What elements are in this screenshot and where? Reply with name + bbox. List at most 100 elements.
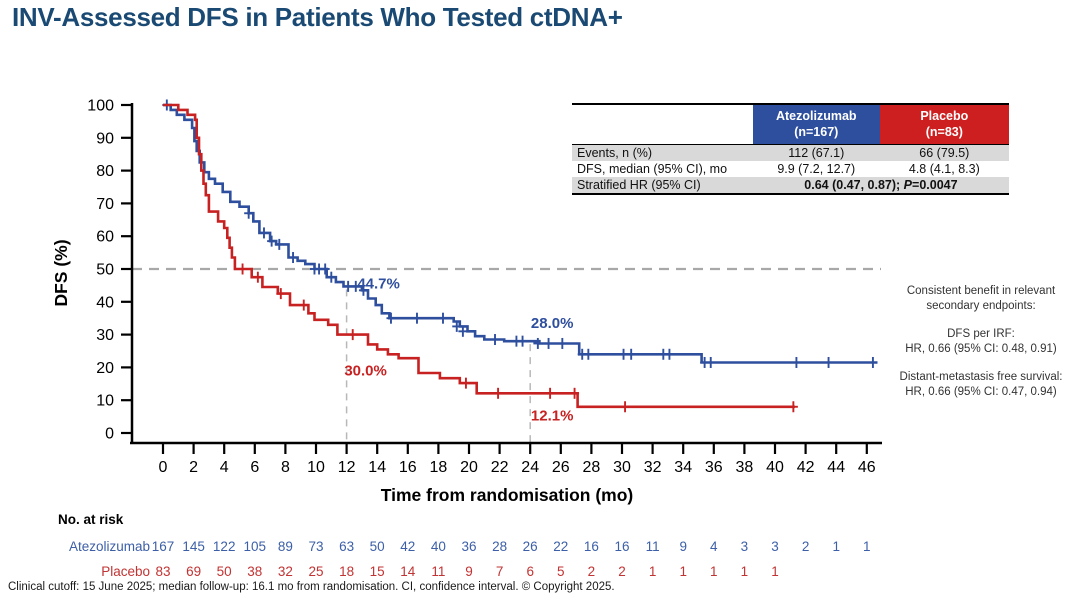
x-axis-title: Time from randomisation (mo) bbox=[381, 485, 633, 505]
dfs-per-irf-value: HR, 0.66 (95% CI: 0.48, 0.91) bbox=[905, 342, 1057, 355]
x-tick-label: 2 bbox=[189, 459, 198, 476]
dmfs-note: Distant-metastasis free survival: HR, 0.… bbox=[884, 370, 1078, 400]
at-risk-count: 22 bbox=[553, 539, 568, 554]
x-tick-label: 42 bbox=[797, 459, 815, 476]
table-row-dfs-median: DFS, median (95% CI), mo 9.9 (7.2, 12.7)… bbox=[572, 161, 1009, 177]
atezolizumab-arm-n: (n=167) bbox=[794, 124, 839, 139]
events-placebo-value: 66 (79.5) bbox=[879, 144, 1009, 162]
y-tick-label: 40 bbox=[96, 294, 114, 311]
secondary-endpoints-heading: Consistent benefit in relevant secondary… bbox=[906, 285, 1056, 312]
at-risk-count: 11 bbox=[646, 539, 660, 554]
dmfs-title: Distant-metastasis free survival: bbox=[899, 370, 1063, 383]
dmfs-value: HR, 0.66 (95% CI: 0.47, 0.94) bbox=[905, 385, 1057, 398]
at-risk-count: 3 bbox=[741, 539, 749, 554]
x-tick-label: 40 bbox=[766, 459, 784, 476]
at-risk-count: 50 bbox=[370, 539, 385, 554]
at-risk-count: 89 bbox=[278, 539, 293, 554]
at-risk-count: 145 bbox=[182, 539, 205, 554]
landmark-label-28.0%: 28.0% bbox=[531, 315, 574, 332]
at-risk-count: 122 bbox=[213, 539, 236, 554]
landmark-label-30.0%: 30.0% bbox=[344, 363, 387, 380]
hr-p-label: P bbox=[903, 178, 913, 193]
x-tick-label: 28 bbox=[583, 459, 601, 476]
x-tick-label: 36 bbox=[705, 459, 723, 476]
x-tick-label: 24 bbox=[521, 459, 539, 476]
at-risk-count: 167 bbox=[152, 539, 175, 554]
at-risk-count: 18 bbox=[339, 564, 354, 579]
at-risk-count: 50 bbox=[217, 564, 232, 579]
events-row-label: Events, n (%) bbox=[572, 144, 753, 162]
dfs-per-irf-title: DFS per IRF: bbox=[947, 327, 1015, 340]
at-risk-count: 26 bbox=[523, 539, 538, 554]
at-risk-title: No. at risk bbox=[58, 512, 124, 527]
at-risk-count: 1 bbox=[741, 564, 749, 579]
at-risk-count: 1 bbox=[771, 564, 779, 579]
events-atezolizumab-value: 112 (67.1) bbox=[752, 144, 880, 162]
y-axis-title: DFS (%) bbox=[51, 239, 71, 306]
at-risk-count: 9 bbox=[679, 539, 687, 554]
secondary-endpoints-note: Consistent benefit in relevant secondary… bbox=[884, 284, 1078, 413]
x-tick-label: 46 bbox=[858, 459, 876, 476]
at-risk-count: 5 bbox=[557, 564, 565, 579]
x-tick-label: 8 bbox=[281, 459, 290, 476]
y-tick-label: 20 bbox=[96, 360, 114, 377]
placebo-censor-marks bbox=[238, 263, 798, 413]
table-row-events: Events, n (%) 112 (67.1) 66 (79.5) bbox=[572, 144, 1009, 162]
at-risk-count: 69 bbox=[186, 564, 201, 579]
at-risk-count: 1 bbox=[710, 564, 718, 579]
at-risk-row-label-placebo: Placebo bbox=[101, 564, 150, 579]
at-risk-count: 16 bbox=[584, 539, 599, 554]
at-risk-count: 32 bbox=[278, 564, 293, 579]
atezolizumab-column-header: Atezolizumab (n=167) bbox=[752, 104, 880, 146]
at-risk-count: 4 bbox=[710, 539, 718, 554]
x-tick-label: 16 bbox=[399, 459, 417, 476]
stratified-hr-value: 0.64 (0.47, 0.87); P=0.0047 bbox=[752, 177, 1009, 195]
at-risk-count: 63 bbox=[339, 539, 354, 554]
x-tick-label: 32 bbox=[644, 459, 662, 476]
at-risk-count: 1 bbox=[863, 539, 871, 554]
x-tick-label: 30 bbox=[613, 459, 631, 476]
y-tick-label: 0 bbox=[105, 426, 114, 443]
at-risk-count: 28 bbox=[492, 539, 507, 554]
at-risk-count: 7 bbox=[496, 564, 504, 579]
at-risk-count: 14 bbox=[400, 564, 416, 579]
x-tick-label: 18 bbox=[430, 459, 448, 476]
at-risk-count: 9 bbox=[465, 564, 473, 579]
atezolizumab-censor-marks bbox=[162, 99, 878, 368]
landmark-label-12.1%: 12.1% bbox=[531, 407, 574, 424]
x-tick-label: 26 bbox=[552, 459, 570, 476]
at-risk-count: 38 bbox=[247, 564, 262, 579]
placebo-column-header: Placebo (n=83) bbox=[879, 104, 1009, 146]
page-title: INV-Assessed DFS in Patients Who Tested … bbox=[12, 2, 623, 32]
x-tick-label: 44 bbox=[827, 459, 845, 476]
y-tick-label: 70 bbox=[96, 196, 114, 213]
at-risk-count: 25 bbox=[308, 564, 323, 579]
hr-value: 0.64 (0.47, 0.87); bbox=[804, 178, 904, 193]
footnote: Clinical cutoff: 15 June 2025; median fo… bbox=[8, 581, 615, 593]
at-risk-count: 2 bbox=[618, 564, 626, 579]
x-tick-label: 34 bbox=[674, 459, 692, 476]
x-tick-label: 0 bbox=[159, 459, 168, 476]
results-table-corner-cell bbox=[572, 104, 753, 146]
x-tick-label: 4 bbox=[220, 459, 229, 476]
y-tick-label: 10 bbox=[96, 393, 114, 410]
y-tick-label: 60 bbox=[96, 229, 114, 246]
x-tick-label: 20 bbox=[460, 459, 478, 476]
x-tick-label: 6 bbox=[250, 459, 259, 476]
at-risk-count: 73 bbox=[308, 539, 323, 554]
stratified-hr-row-label: Stratified HR (95% CI) bbox=[572, 177, 753, 195]
table-row-stratified-hr: Stratified HR (95% CI) 0.64 (0.47, 0.87)… bbox=[572, 177, 1009, 195]
results-table: Atezolizumab (n=167) Placebo (n=83) Even… bbox=[572, 103, 1009, 196]
x-tick-label: 14 bbox=[368, 459, 386, 476]
hr-p-value: =0.0047 bbox=[912, 178, 958, 193]
at-risk-count: 6 bbox=[526, 564, 534, 579]
at-risk-row-label-atezolizumab: Atezolizumab bbox=[69, 539, 150, 554]
placebo-arm-name: Placebo bbox=[920, 109, 969, 123]
dfs-median-atezolizumab-value: 9.9 (7.2, 12.7) bbox=[777, 162, 856, 177]
at-risk-count: 2 bbox=[802, 539, 810, 554]
results-table-header-row: Atezolizumab (n=167) Placebo (n=83) bbox=[572, 104, 1009, 146]
at-risk-count: 105 bbox=[244, 539, 267, 554]
x-tick-label: 12 bbox=[338, 459, 356, 476]
